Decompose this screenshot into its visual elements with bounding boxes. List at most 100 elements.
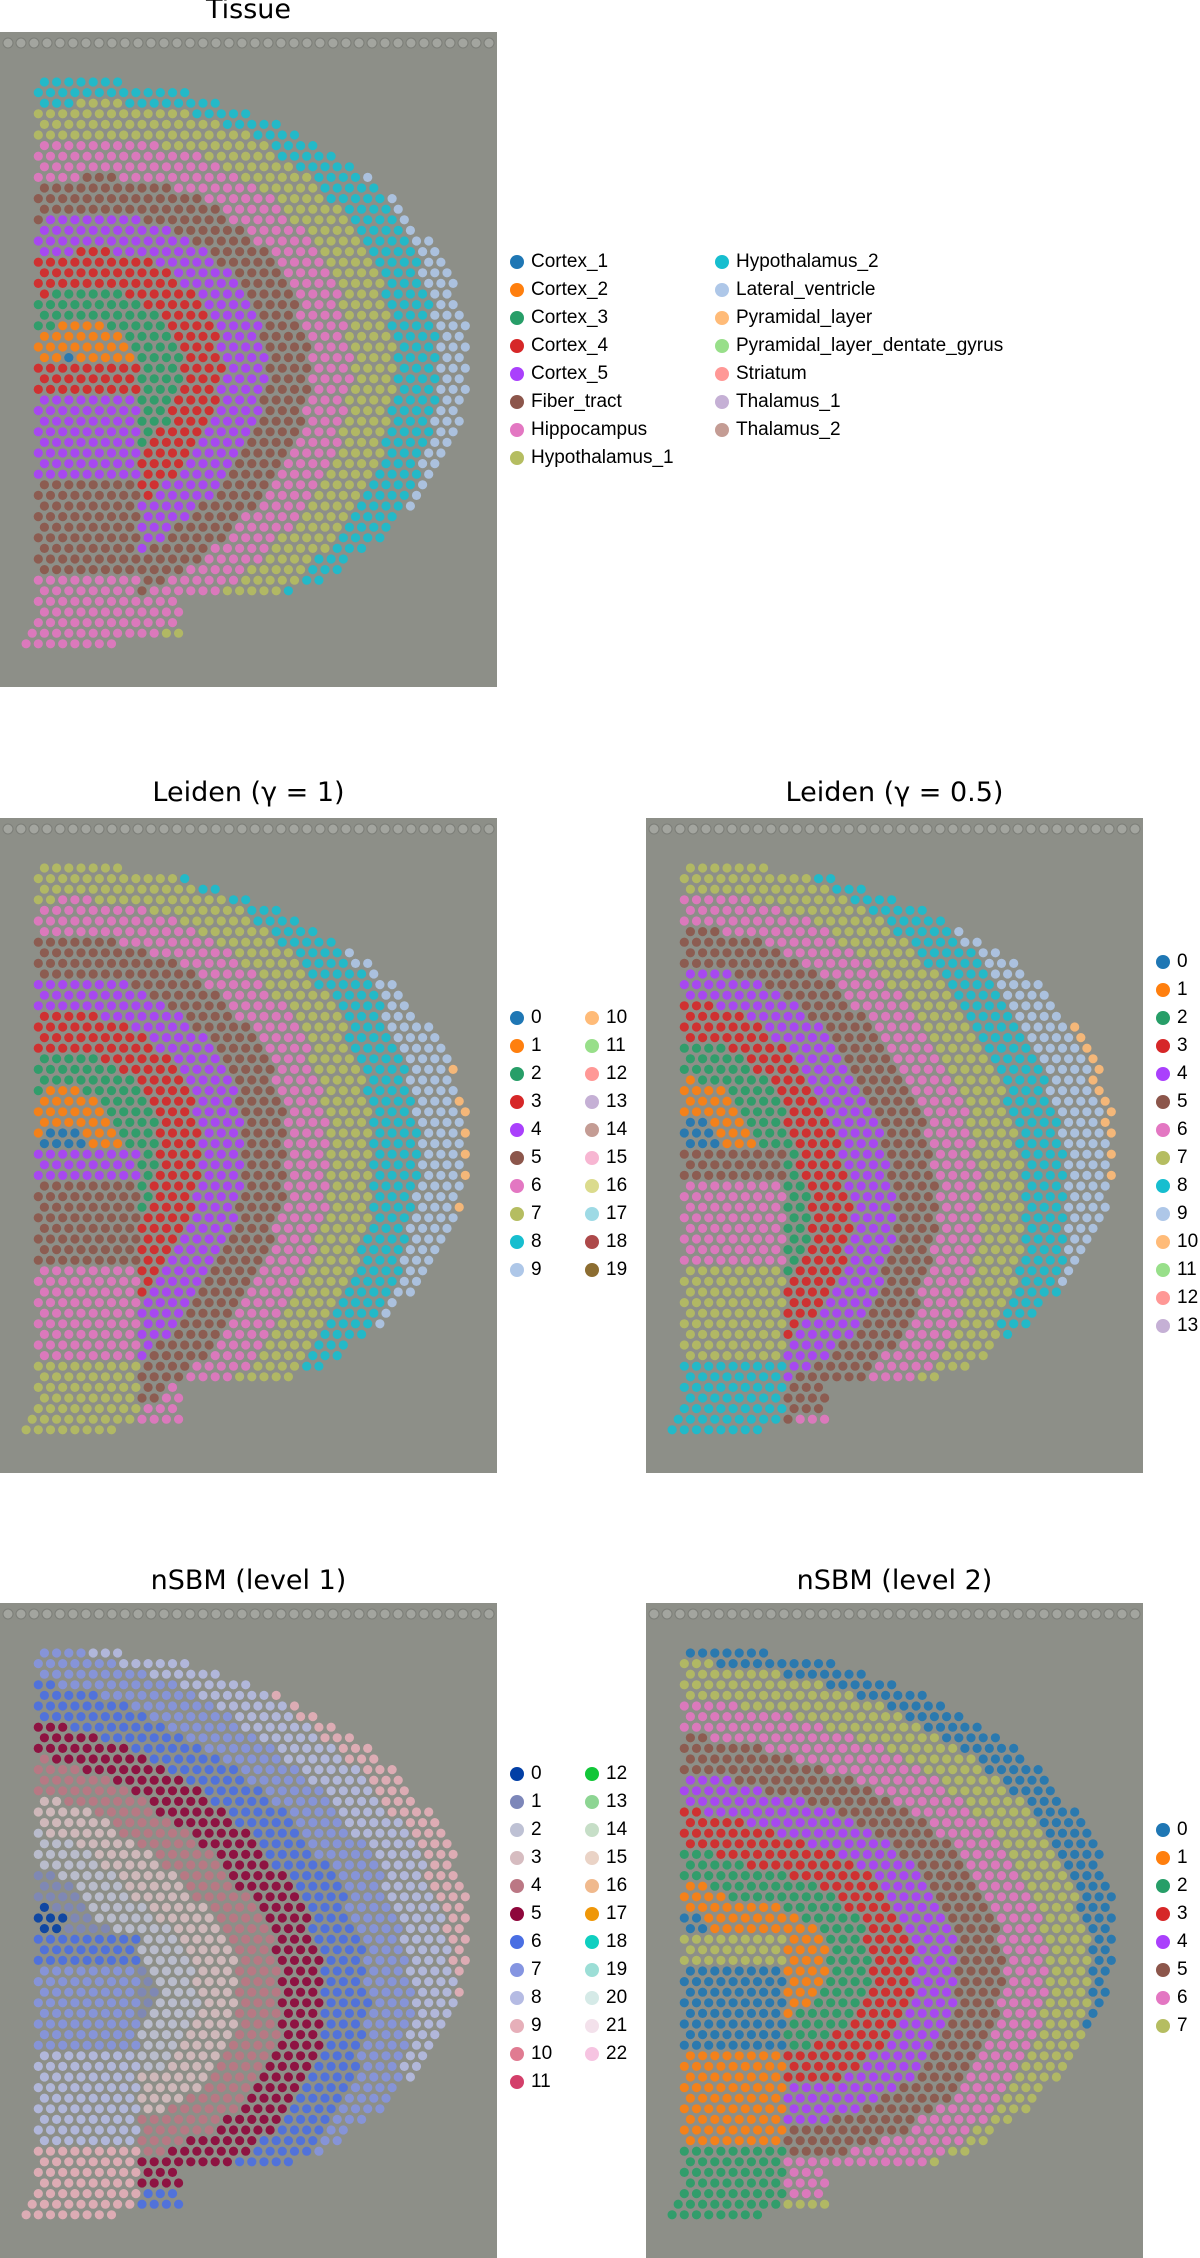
spot: [850, 1192, 860, 1202]
spot: [338, 1043, 348, 1053]
spot: [167, 363, 178, 373]
spot: [765, 1276, 775, 1286]
spot: [1021, 1022, 1031, 1032]
spot: [143, 575, 153, 585]
spot: [39, 543, 50, 553]
spot: [942, 1266, 952, 1276]
spot: [716, 1022, 726, 1032]
spot: [131, 1276, 141, 1286]
spot: [259, 1245, 269, 1255]
spot: [302, 384, 312, 394]
spot: [710, 1202, 720, 1212]
spot: [27, 1414, 37, 1424]
spot: [253, 916, 263, 926]
spot: [832, 990, 842, 1000]
spot: [996, 1298, 1007, 1308]
spot: [45, 172, 56, 182]
spot: [746, 1075, 756, 1085]
spot: [131, 384, 141, 394]
spot: [357, 416, 367, 426]
spot: [320, 1033, 330, 1043]
spot: [131, 1149, 141, 1159]
spot: [771, 1139, 781, 1149]
spot: [283, 1139, 293, 1149]
spot: [100, 1033, 110, 1043]
spot: [935, 1340, 946, 1350]
spot: [241, 448, 251, 458]
spot: [783, 1011, 793, 1021]
spot: [326, 257, 336, 267]
spot: [984, 1276, 994, 1286]
spot: [271, 501, 281, 511]
spot: [363, 1298, 373, 1308]
spot: [76, 1712, 86, 1722]
legend-label: 6: [1177, 1119, 1188, 1140]
spot: [820, 1075, 830, 1085]
spot: [308, 501, 318, 511]
spot: [222, 1287, 232, 1297]
spot: [759, 1414, 769, 1424]
spot: [283, 1033, 293, 1043]
spot: [247, 905, 257, 915]
spot: [88, 374, 98, 384]
spot: [405, 331, 415, 341]
spot: [990, 1308, 1000, 1318]
spot: [143, 1319, 153, 1329]
spot: [966, 1202, 976, 1212]
spot: [381, 501, 391, 511]
spot: [131, 151, 141, 161]
legend-item: 4: [510, 1116, 542, 1144]
spot: [131, 490, 141, 500]
spot: [893, 1075, 903, 1085]
spot: [88, 522, 98, 532]
spot: [320, 416, 330, 426]
spot: [308, 310, 318, 320]
spot: [357, 1117, 367, 1127]
spot: [302, 1107, 312, 1117]
spot: [283, 522, 293, 532]
spot: [45, 448, 56, 458]
spot: [82, 1404, 92, 1414]
spot: [679, 1107, 689, 1117]
spot: [752, 1319, 763, 1329]
spot: [856, 990, 866, 1000]
spot: [820, 1117, 830, 1127]
spot: [978, 1266, 988, 1276]
fiducial-spot: [119, 37, 131, 49]
spot: [131, 1680, 141, 1690]
spot: [82, 618, 92, 628]
spot: [113, 1139, 123, 1149]
spot: [210, 1160, 220, 1170]
spot: [167, 1086, 178, 1096]
spot: [113, 98, 123, 108]
spot: [131, 1043, 141, 1053]
spot: [972, 958, 982, 968]
spot: [222, 289, 232, 299]
spot: [399, 215, 409, 225]
spot: [442, 1160, 452, 1170]
spot: [820, 948, 830, 958]
spot: [210, 98, 220, 108]
spot: [929, 1329, 939, 1339]
spot: [1009, 1192, 1019, 1202]
spot: [82, 130, 92, 140]
spot: [82, 321, 92, 331]
fiducial-spot: [145, 823, 157, 835]
spot: [204, 257, 214, 267]
spot: [923, 1255, 933, 1265]
spot: [990, 1223, 1000, 1233]
spot: [314, 257, 324, 267]
spot: [942, 1287, 952, 1297]
spot: [899, 1022, 909, 1032]
spot: [795, 905, 805, 915]
spot: [39, 1648, 50, 1658]
spot: [917, 1308, 927, 1318]
spot: [832, 1139, 842, 1149]
spot: [691, 1043, 702, 1053]
spot: [174, 522, 184, 532]
spot: [399, 1255, 409, 1265]
spot: [399, 257, 409, 267]
spot: [1015, 1287, 1025, 1297]
spot: [344, 353, 354, 363]
spot: [826, 1298, 836, 1308]
